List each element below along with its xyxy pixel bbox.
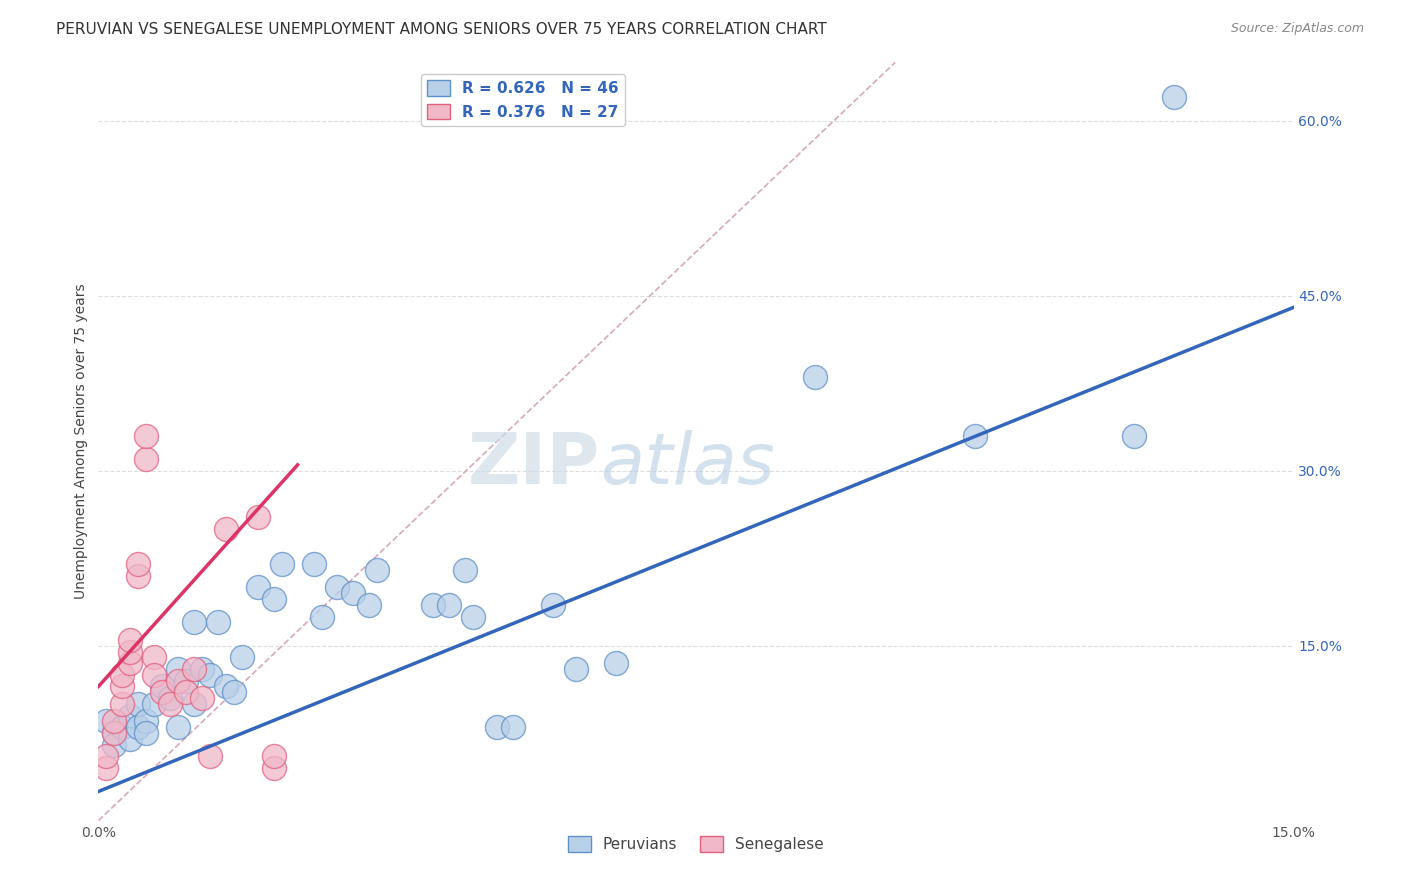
Point [485,720,508,734]
Point [246,510,269,524]
Point [135,714,157,729]
Point [150,680,173,694]
Point [120,708,142,723]
Point [198,668,221,682]
Point [103,714,125,729]
Point [143,697,166,711]
Point [605,656,627,670]
Point [1163,90,1185,104]
Point [111,680,134,694]
Point [174,685,197,699]
Point [183,662,205,676]
Point [127,697,149,711]
Point [270,557,292,571]
Point [311,609,333,624]
Point [135,428,157,442]
Point [461,609,484,624]
Point [359,598,381,612]
Point [127,568,149,582]
Point [127,720,149,734]
Point [1123,428,1146,442]
Point [159,697,181,711]
Point [502,720,524,734]
Point [198,749,221,764]
Point [96,761,118,775]
Point [963,428,986,442]
Point [246,580,269,594]
Point [120,632,142,647]
Text: Source: ZipAtlas.com: Source: ZipAtlas.com [1230,22,1364,36]
Point [96,749,118,764]
Point [302,557,325,571]
Point [215,680,238,694]
Point [231,650,253,665]
Text: PERUVIAN VS SENEGALESE UNEMPLOYMENT AMONG SENIORS OVER 75 YEARS CORRELATION CHAR: PERUVIAN VS SENEGALESE UNEMPLOYMENT AMON… [56,22,827,37]
Point [342,586,364,600]
Point [103,738,125,752]
Point [191,691,214,706]
Point [191,662,214,676]
Point [263,749,285,764]
Point [103,726,125,740]
Point [120,656,142,670]
Point [120,644,142,658]
Point [135,452,157,467]
Point [111,697,134,711]
Point [422,598,444,612]
Point [120,731,142,746]
Point [174,673,197,688]
Point [263,761,285,775]
Point [111,668,134,682]
Point [127,557,149,571]
Point [167,673,190,688]
Point [143,650,166,665]
Point [183,615,205,630]
Point [541,598,564,612]
Point [437,598,460,612]
Point [207,615,229,630]
Point [159,691,181,706]
Text: atlas: atlas [600,430,775,499]
Y-axis label: Unemployment Among Seniors over 75 years: Unemployment Among Seniors over 75 years [75,284,89,599]
Point [222,685,245,699]
Point [143,668,166,682]
Point [215,522,238,536]
Point [366,563,388,577]
Point [804,370,827,384]
Point [150,685,173,699]
Legend: Peruvians, Senegalese: Peruvians, Senegalese [561,830,831,858]
Point [111,720,134,734]
Point [103,726,125,740]
Point [326,580,349,594]
Point [96,714,118,729]
Point [167,720,190,734]
Point [263,592,285,607]
Text: ZIP: ZIP [468,430,600,499]
Point [183,697,205,711]
Point [135,726,157,740]
Point [167,662,190,676]
Point [454,563,477,577]
Point [565,662,588,676]
